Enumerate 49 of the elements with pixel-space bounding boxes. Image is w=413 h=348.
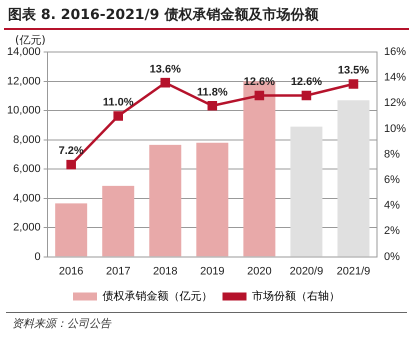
- x-tick-label: 2017: [106, 265, 130, 278]
- y-tick-label: 10,000: [6, 104, 41, 117]
- bar: [102, 186, 134, 256]
- point: [302, 90, 312, 100]
- x-tick-label: 2016: [58, 265, 84, 278]
- data-label: 12.6%: [290, 76, 322, 88]
- point: [208, 100, 218, 111]
- y-tick-label: 6,000: [13, 163, 41, 176]
- y2-tick-label: 16%: [384, 46, 406, 58]
- bar: [196, 142, 228, 256]
- y-tick-label: 4,000: [13, 192, 41, 204]
- y2-tick-label: 12%: [384, 97, 406, 110]
- point: [348, 79, 358, 89]
- x-tick-label: 2020/9: [290, 265, 324, 278]
- data-label: 7.2%: [58, 145, 84, 158]
- data-label: 13.5%: [338, 64, 370, 77]
- point: [66, 160, 76, 170]
- y-tick-label: 2,000: [13, 222, 41, 234]
- y2-tick-label: 6%: [384, 174, 400, 186]
- chart-title: 图表 8. 2016-2021/9 债权承销金额及市场份额: [4, 0, 409, 30]
- y-axis-title: (亿元): [15, 33, 46, 46]
- y2-tick-label: 0%: [384, 250, 400, 263]
- y2-tick-label: 8%: [384, 148, 400, 160]
- point: [113, 111, 124, 121]
- data-label: 11.0%: [102, 96, 134, 109]
- point: [254, 90, 264, 100]
- bar: [337, 100, 370, 256]
- bar: [55, 203, 88, 256]
- data-label: 12.6%: [244, 76, 276, 88]
- data-label: 13.6%: [150, 63, 182, 76]
- text: 资料来源：公司公告: [6, 312, 407, 334]
- y2-tick-label: 4%: [384, 200, 400, 212]
- y2-tick-label: 10%: [384, 122, 406, 135]
- y-tick-label: 12,000: [6, 75, 41, 88]
- y-tick-label: 0: [34, 250, 41, 263]
- x-tick-label: 2020: [247, 265, 272, 278]
- legend-label: 市场份额（右轴）: [252, 290, 340, 303]
- y2-tick-label: 2%: [384, 225, 400, 238]
- x-tick-label: 2018: [153, 265, 178, 278]
- legend-label: 债权承销金额（亿元）: [102, 290, 212, 303]
- data-label: 11.8%: [197, 86, 228, 98]
- y-tick-label: 8,000: [13, 134, 41, 146]
- x-tick-label: 2021/9: [336, 265, 370, 278]
- y-tick-label: 14,000: [6, 46, 41, 58]
- point: [160, 78, 170, 88]
- bar: [149, 144, 182, 256]
- y2-tick-label: 14%: [384, 72, 406, 84]
- bar: [290, 126, 322, 256]
- x-tick-label: 2019: [200, 265, 225, 278]
